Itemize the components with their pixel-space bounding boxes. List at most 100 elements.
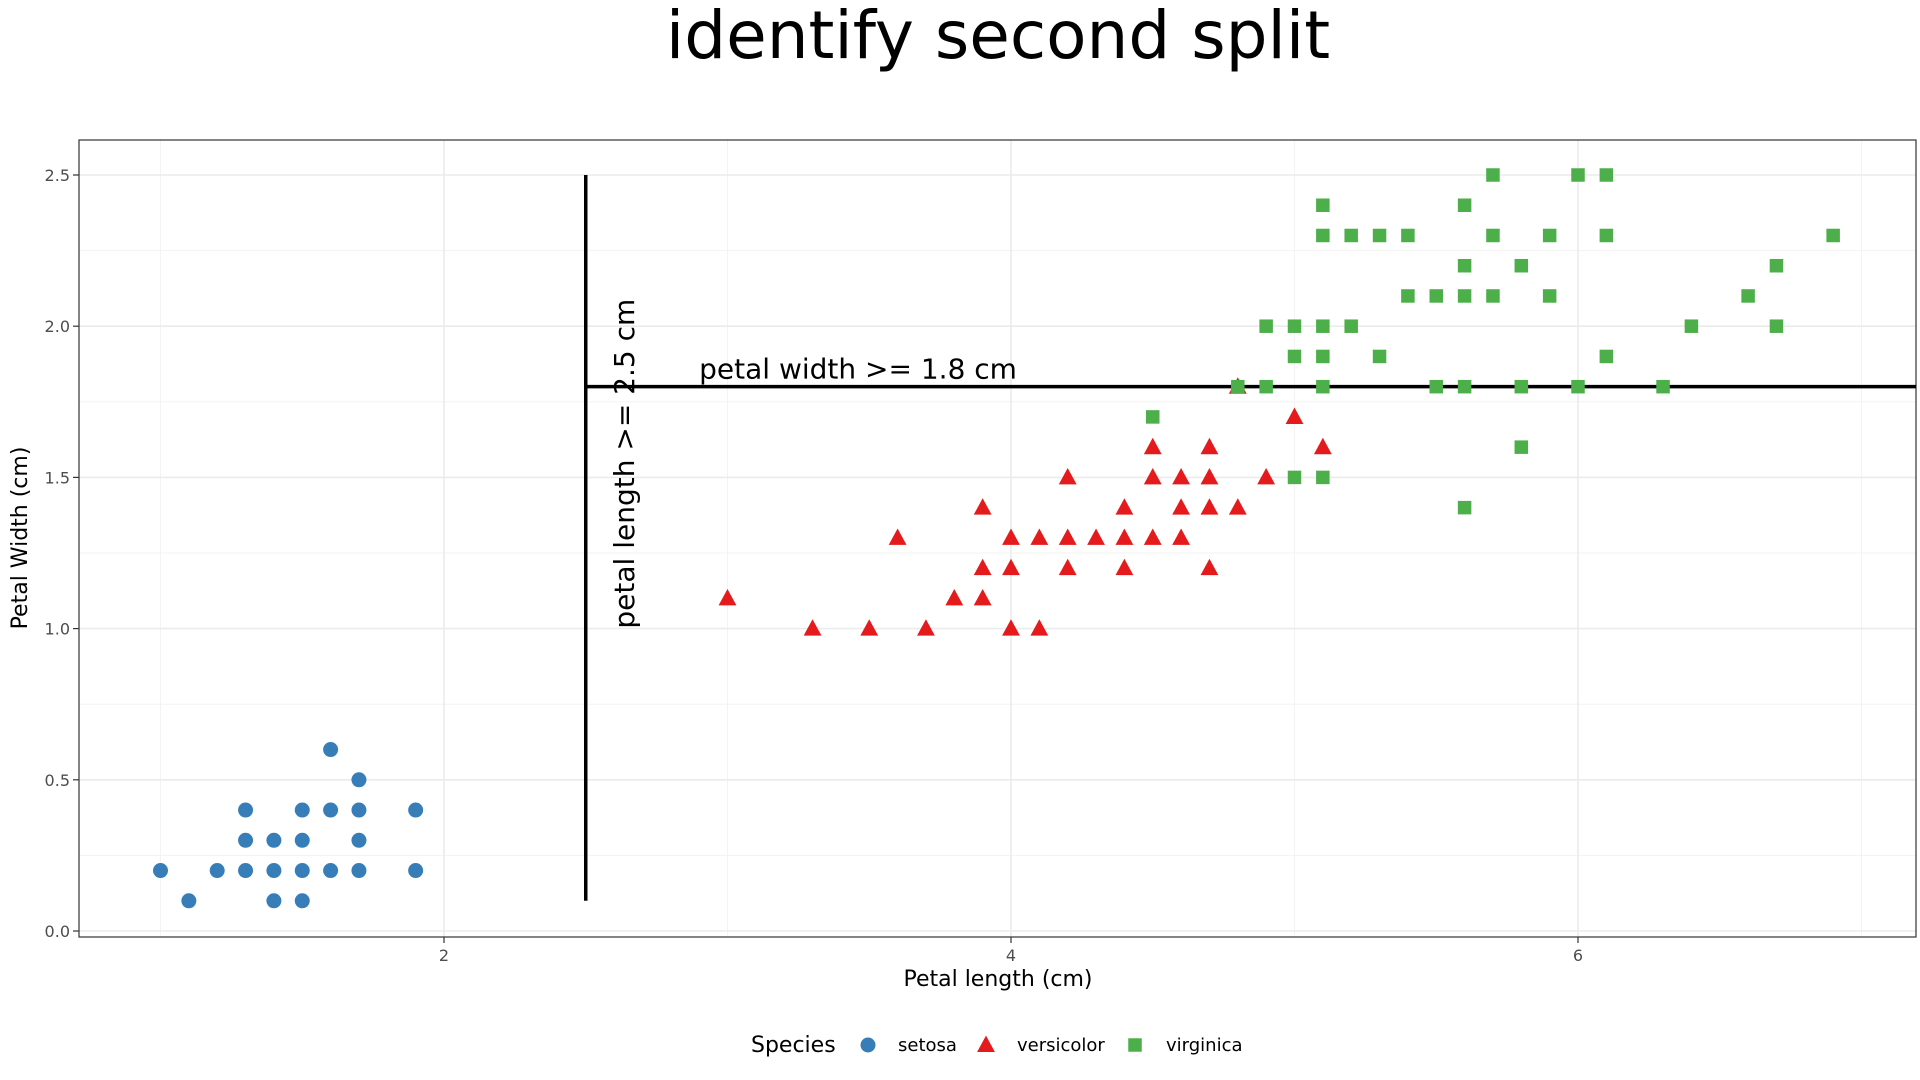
data-point-virginica bbox=[1486, 228, 1500, 243]
data-point-virginica bbox=[1457, 500, 1472, 515]
data-point-setosa bbox=[351, 832, 367, 848]
data-points bbox=[153, 168, 1840, 909]
data-point-versicolor bbox=[1228, 498, 1247, 515]
data-point-virginica bbox=[1514, 258, 1529, 273]
data-point-virginica bbox=[1457, 289, 1472, 303]
data-point-virginica bbox=[1287, 319, 1302, 333]
x-tick-label: 4 bbox=[1006, 946, 1016, 965]
data-point-versicolor bbox=[945, 588, 964, 606]
data-point-versicolor bbox=[1143, 528, 1162, 545]
data-point-versicolor bbox=[1200, 468, 1219, 485]
data-point-virginica bbox=[1146, 410, 1160, 424]
data-point-virginica bbox=[1486, 289, 1500, 303]
x-tick-label: 2 bbox=[439, 946, 449, 965]
data-point-versicolor bbox=[1058, 528, 1077, 545]
data-point-versicolor bbox=[1115, 528, 1134, 545]
y-tick-label: 2.5 bbox=[45, 166, 70, 185]
data-point-versicolor bbox=[1002, 558, 1020, 576]
data-point-setosa bbox=[181, 893, 197, 909]
data-point-setosa bbox=[323, 863, 339, 879]
data-point-virginica bbox=[1231, 379, 1245, 394]
data-point-versicolor bbox=[1115, 558, 1134, 576]
legend-label-setosa: setosa bbox=[898, 1035, 957, 1056]
data-point-setosa bbox=[209, 863, 225, 879]
data-point-versicolor bbox=[718, 588, 737, 606]
data-point-versicolor bbox=[1313, 437, 1332, 455]
data-point-setosa bbox=[323, 742, 339, 758]
data-point-virginica bbox=[1316, 228, 1330, 243]
axis-ticks: 2 4 6 0.0 0.5 1.0 1.5 2.0 2.5 bbox=[45, 166, 1584, 965]
data-point-virginica bbox=[1514, 440, 1529, 454]
data-point-versicolor bbox=[973, 588, 992, 606]
data-point-setosa bbox=[408, 863, 424, 879]
data-point-setosa bbox=[153, 863, 168, 879]
legend-key-setosa bbox=[860, 1037, 876, 1053]
data-point-versicolor bbox=[1200, 437, 1219, 455]
data-point-virginica bbox=[1372, 349, 1387, 364]
data-point-virginica bbox=[1316, 379, 1330, 394]
data-point-versicolor bbox=[1115, 498, 1134, 515]
legend: Species setosa versicolor virginica bbox=[751, 1033, 1243, 1058]
data-point-versicolor bbox=[1200, 558, 1219, 576]
data-point-virginica bbox=[1457, 379, 1472, 394]
data-point-versicolor bbox=[1285, 407, 1304, 424]
data-point-virginica bbox=[1571, 379, 1585, 394]
data-point-virginica bbox=[1316, 349, 1330, 364]
data-point-virginica bbox=[1769, 319, 1784, 333]
data-point-virginica bbox=[1486, 168, 1500, 182]
data-point-versicolor bbox=[1002, 528, 1020, 545]
data-point-versicolor bbox=[1200, 498, 1219, 515]
data-point-versicolor bbox=[1172, 468, 1191, 485]
data-point-versicolor bbox=[803, 619, 822, 636]
data-point-setosa bbox=[323, 802, 339, 818]
legend-label-virginica: virginica bbox=[1166, 1035, 1243, 1056]
data-point-versicolor bbox=[888, 528, 907, 545]
data-point-setosa bbox=[351, 802, 367, 818]
data-point-versicolor bbox=[973, 558, 992, 576]
data-point-virginica bbox=[1769, 258, 1784, 273]
data-point-setosa bbox=[266, 863, 282, 879]
data-point-virginica bbox=[1429, 289, 1443, 303]
data-point-virginica bbox=[1684, 319, 1699, 333]
data-point-virginica bbox=[1372, 228, 1387, 243]
series-virginica bbox=[1146, 168, 1840, 515]
series-versicolor bbox=[718, 377, 1332, 636]
data-point-virginica bbox=[1316, 198, 1330, 212]
data-point-versicolor bbox=[1172, 498, 1191, 515]
data-point-versicolor bbox=[1087, 528, 1105, 545]
data-point-versicolor bbox=[1030, 528, 1049, 545]
data-point-virginica bbox=[1542, 228, 1557, 243]
chart-title: identify second split bbox=[666, 0, 1330, 74]
data-point-versicolor bbox=[1058, 558, 1077, 576]
data-point-virginica bbox=[1741, 289, 1755, 303]
data-point-virginica bbox=[1599, 349, 1614, 364]
y-tick-label: 1.0 bbox=[45, 620, 70, 639]
data-point-versicolor bbox=[1002, 619, 1020, 636]
x-tick-label: 6 bbox=[1573, 946, 1583, 965]
y-axis-title: Petal Width (cm) bbox=[8, 447, 33, 630]
data-point-setosa bbox=[266, 832, 282, 848]
data-point-virginica bbox=[1287, 470, 1302, 485]
data-point-setosa bbox=[294, 893, 310, 909]
data-point-virginica bbox=[1457, 198, 1472, 212]
data-point-setosa bbox=[294, 863, 310, 879]
data-point-virginica bbox=[1599, 168, 1614, 182]
data-point-setosa bbox=[266, 893, 282, 909]
data-point-versicolor bbox=[1257, 468, 1276, 485]
data-point-virginica bbox=[1259, 319, 1273, 333]
data-point-virginica bbox=[1259, 379, 1273, 394]
split-label-vertical: petal length >= 2.5 cm bbox=[608, 299, 641, 629]
data-point-virginica bbox=[1656, 379, 1670, 394]
data-point-setosa bbox=[294, 832, 310, 848]
data-point-virginica bbox=[1344, 228, 1358, 243]
data-point-versicolor bbox=[1172, 528, 1191, 545]
data-point-setosa bbox=[238, 802, 254, 818]
grid-lines bbox=[79, 140, 1916, 937]
data-point-virginica bbox=[1316, 470, 1330, 485]
data-point-setosa bbox=[238, 863, 254, 879]
data-point-versicolor bbox=[973, 498, 992, 515]
legend-title: Species bbox=[751, 1033, 836, 1058]
y-tick-label: 0.0 bbox=[45, 922, 70, 941]
data-point-setosa bbox=[238, 832, 254, 848]
